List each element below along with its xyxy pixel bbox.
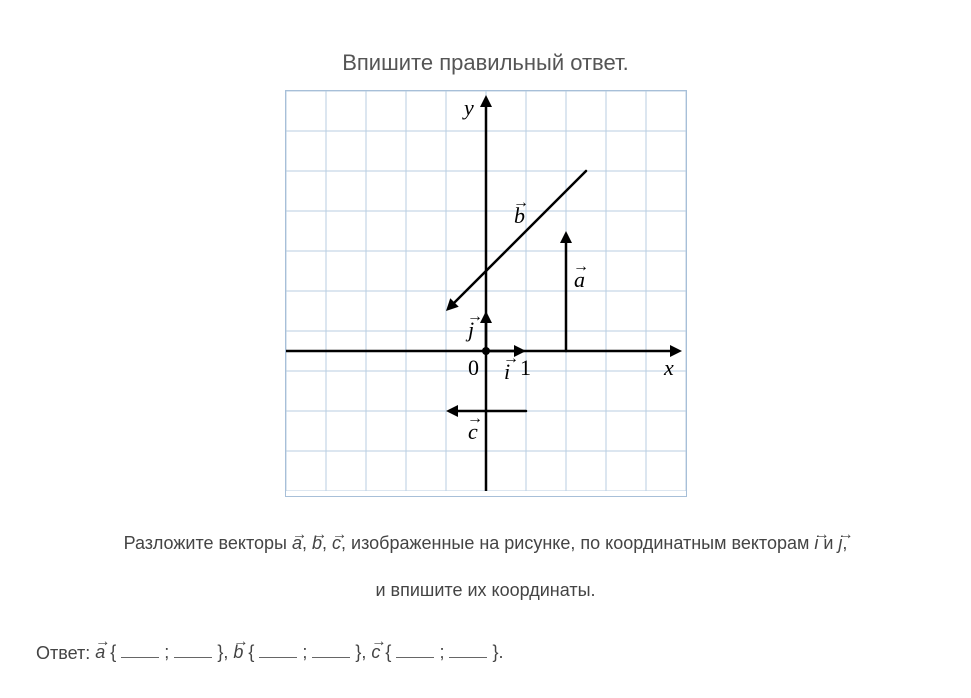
answer-blank[interactable] (396, 639, 434, 659)
answer-vec-a: →a (95, 642, 105, 662)
vector-a-inline: →a (292, 533, 302, 553)
task-line2: и впишите их координаты. (124, 576, 848, 605)
answer-blank[interactable] (312, 639, 350, 659)
answer-blank[interactable] (174, 639, 212, 659)
svg-text:1: 1 (520, 355, 531, 380)
svg-text:→: → (503, 350, 519, 367)
answer-vec-b: →b (233, 642, 243, 662)
svg-text:→: → (573, 258, 589, 275)
vector-i-inline: →i (814, 533, 818, 553)
instruction-text: Впишите правильный ответ. (342, 50, 629, 76)
page-root: Впишите правильный ответ. yx01i→j→a→b→c→… (0, 0, 971, 663)
svg-text:x: x (663, 355, 674, 380)
task-text: Разложите векторы →a, →b, →c, изображенн… (124, 529, 848, 605)
answer-label: Ответ: (36, 642, 95, 662)
svg-text:0: 0 (468, 355, 479, 380)
answer-line: Ответ: →a { ; }, →b { ; }, →c { ; }. (0, 639, 971, 664)
answer-blank[interactable] (121, 639, 159, 659)
chart-svg: yx01i→j→a→b→c→ (286, 91, 686, 491)
svg-text:y: y (462, 95, 474, 120)
answer-blank[interactable] (259, 639, 297, 659)
svg-text:→: → (467, 308, 483, 325)
svg-text:→: → (513, 194, 529, 211)
vector-chart: yx01i→j→a→b→c→ (285, 90, 687, 497)
answer-body: →a { ; }, →b { ; }, →c { ; }. (95, 642, 503, 662)
vector-b-inline: →b (312, 533, 322, 553)
answer-blank[interactable] (449, 639, 487, 659)
svg-text:→: → (467, 410, 483, 427)
answer-vec-c: →c (371, 642, 380, 662)
vector-c-inline: →c (332, 533, 341, 553)
vector-j-inline: →j (838, 533, 842, 553)
task-pre: Разложите векторы (124, 533, 292, 553)
